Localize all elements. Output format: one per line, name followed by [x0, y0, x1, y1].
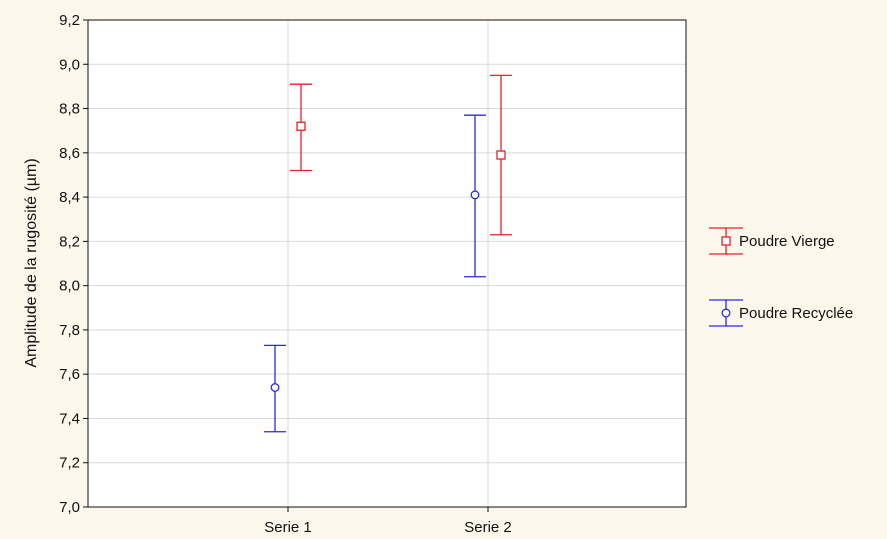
error-bars [264, 74, 512, 433]
x-tick-label: Serie 1 [264, 519, 312, 536]
legend-item: Poudre Recyclée [709, 299, 853, 327]
y-tick-label: 7,8 [59, 322, 80, 339]
data-point-square [296, 121, 306, 131]
x-axis-ticks: Serie 1 Serie 2 [264, 507, 512, 536]
data-point-square [496, 150, 506, 160]
gridlines [88, 20, 686, 507]
legend-marker-circle [721, 308, 731, 318]
y-tick-label: 9,2 [59, 12, 80, 29]
plot-area [88, 20, 686, 507]
error-bar [490, 74, 512, 236]
data-point-circle [470, 190, 480, 200]
y-tick-label: 7,6 [59, 366, 80, 383]
legend-label: Poudre Vierge [739, 233, 835, 250]
legend-marker-square [721, 236, 731, 246]
y-axis-title: Amplitude de la rugosité (µm) [23, 158, 40, 367]
y-tick-label: 9,0 [59, 56, 80, 73]
y-tick-label: 8,8 [59, 101, 80, 118]
y-axis-ticks: 7,0 7,2 7,4 7,6 7,8 8,0 8,2 8,4 8,6 8,8 9,0 9,2 [59, 12, 88, 516]
y-tick-label: 7,4 [59, 410, 80, 427]
y-tick-label: 8,2 [59, 233, 80, 250]
legend-item: Poudre Vierge [709, 227, 835, 255]
y-tick-label: 8,6 [59, 145, 80, 162]
error-bar [290, 83, 312, 172]
legend: Poudre Vierge Poudre Recyclée [709, 227, 853, 327]
y-tick-label: 8,4 [59, 189, 80, 206]
error-bar [264, 344, 286, 433]
y-tick-label: 7,2 [59, 455, 80, 472]
legend-label: Poudre Recyclée [739, 305, 853, 322]
plot-frame [87, 19, 687, 508]
y-tick-label: 8,0 [59, 278, 80, 295]
y-tick-label: 7,0 [59, 499, 80, 516]
data-point-circle [270, 383, 280, 392]
x-tick-label: Serie 2 [464, 519, 512, 536]
error-bar [464, 114, 486, 278]
